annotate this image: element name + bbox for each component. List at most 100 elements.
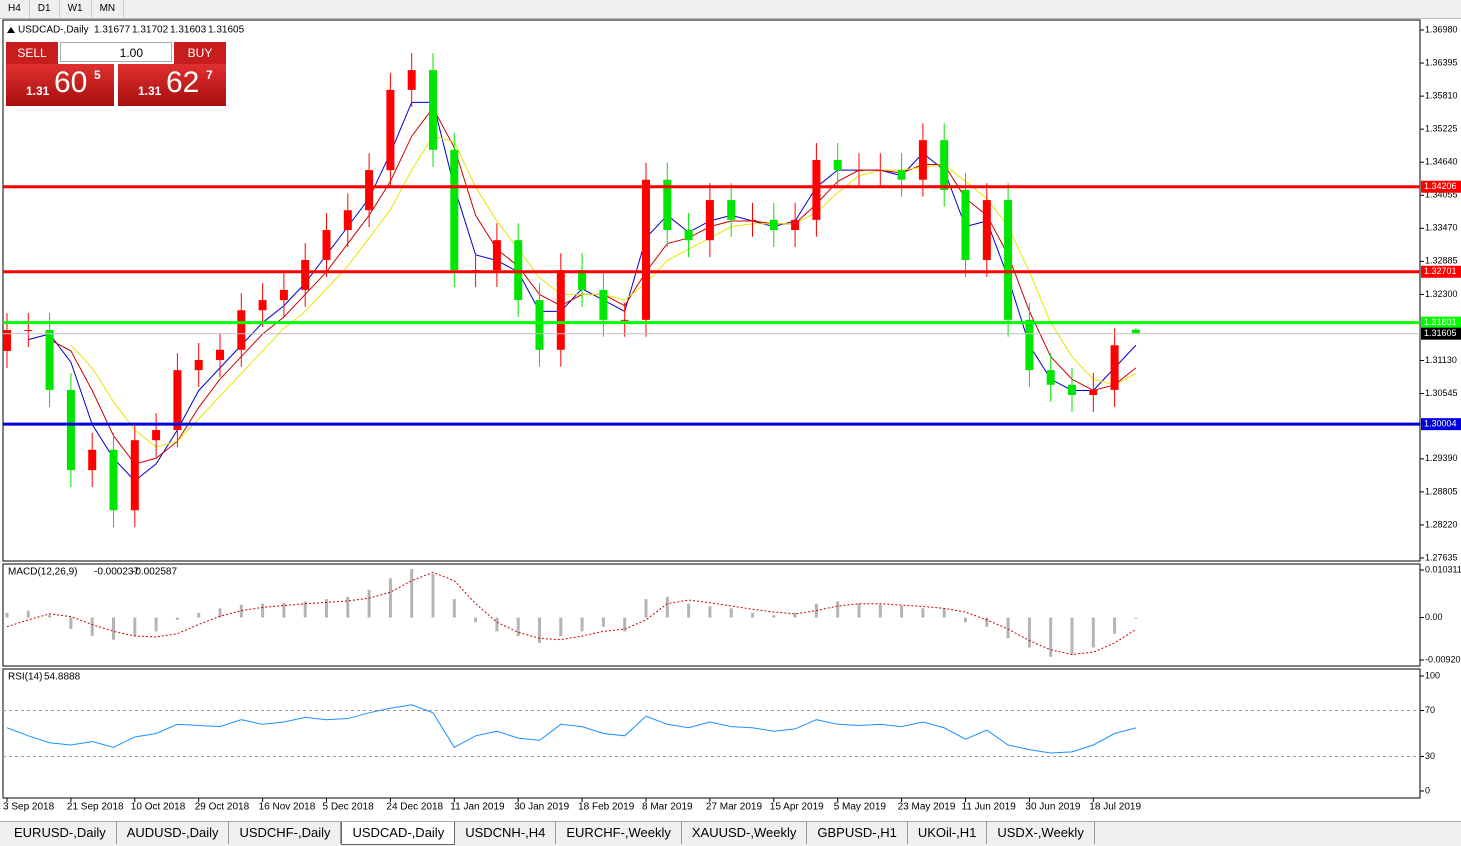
macd-bar [772,615,776,618]
candle-body [216,349,224,360]
macd-bar [495,617,499,632]
macd-bar [410,569,414,618]
macd-bar [687,603,691,618]
candle-body [194,359,203,371]
level-label: 1.34206 [1424,181,1457,191]
timeframe-button[interactable]: W1 [60,0,92,18]
macd-bar [325,599,328,618]
macd-bar [1113,617,1117,634]
candle-body [918,140,927,180]
chart-tab[interactable]: EURCHF-,Weekly [556,822,682,844]
macd-bar [197,612,201,618]
buy-price[interactable]: 1.31 62 7 [118,64,226,106]
title-arrow [7,27,15,33]
macd-bar [921,608,925,618]
y-tick-label: -0.009203 [1425,654,1461,664]
candle-body [535,300,544,350]
y-tick-label: 1.35225 [1425,124,1458,134]
chart-tab[interactable]: AUDUSD-,Daily [117,822,230,844]
candle-body [855,170,863,172]
lot-input[interactable]: 1.00 [60,42,172,62]
macd-bar [452,599,456,618]
level-label: 1.32701 [1424,266,1457,276]
timeframe-button[interactable]: MN [92,0,125,18]
candle-body [322,230,331,260]
y-tick-label: 0 [1425,785,1430,795]
macd-bar [1091,617,1095,648]
macd-bar [90,617,94,637]
macd-bar [942,608,946,618]
candle-body [748,219,757,221]
price-pips: 60 [54,66,88,99]
y-tick-label: 1.35810 [1425,90,1458,100]
macd-bar [708,606,712,618]
sell-button[interactable]: SELL [6,42,58,64]
candle-body [705,200,714,241]
macd-bar [346,596,350,618]
y-tick-label: 1.30545 [1425,388,1458,398]
timeframe-button[interactable]: H4 [0,0,30,18]
candle-body [152,430,161,441]
macd-bar [665,596,669,618]
x-tick-label: 3 Sep 2018 [3,802,55,813]
macd-bar [303,601,307,618]
macd-bar [388,578,392,618]
macd-bar [175,617,179,620]
chart-tab[interactable]: EURUSD-,Daily [4,822,117,844]
candle-body [812,159,821,220]
candle-body [301,259,310,290]
price-big: 1.31 [26,84,50,98]
chart-tab[interactable]: USDX-,Weekly [987,822,1095,844]
x-tick-label: 24 Dec 2018 [386,802,443,813]
ohlc-value: 1.31677 [94,25,131,36]
candle-body [45,330,54,390]
buy-button[interactable]: BUY [174,42,226,64]
macd-bar [729,608,733,618]
x-tick-label: 29 Oct 2018 [195,802,250,813]
y-tick-label: 1.32885 [1425,256,1458,266]
x-tick-label: 18 Feb 2019 [578,802,635,813]
chart-tab[interactable]: UKOil-,H1 [908,822,988,844]
macd-bar [793,612,797,618]
y-tick-label: 1.29390 [1425,453,1458,463]
y-tick-label: 30 [1425,751,1435,761]
candle-body [642,179,650,320]
x-tick-label: 5 Dec 2018 [323,802,375,813]
macd-bar [69,617,73,630]
candle-body [897,170,906,180]
candle-body [556,270,565,350]
macd-bar [5,612,9,618]
chart-tab[interactable]: GBPUSD-,H1 [807,822,908,844]
indicator-value: 54.8888 [44,672,81,683]
y-tick-label: 0.010311 [1425,564,1461,574]
y-tick-label: 70 [1425,705,1435,715]
macd-bar [644,599,648,618]
candle-body [343,210,352,231]
timeframe-button[interactable]: D1 [30,0,60,18]
chart-tab[interactable]: XAUUSD-,Weekly [682,822,808,844]
candle-body [833,159,842,171]
macd-bar [538,617,541,643]
candle-body [1131,329,1140,334]
ohlc-value: 1.31603 [170,25,207,36]
chart-tab[interactable]: USDCAD-,Daily [341,822,456,845]
chart-tab[interactable]: USDCNH-,H4 [455,822,557,844]
candle-body [66,389,75,471]
macd-bar [751,612,754,618]
candle-body [3,330,11,351]
x-tick-label: 23 May 2019 [898,802,956,813]
candle-body [620,319,629,321]
chart-tab[interactable]: USDCHF-,Daily [229,822,342,844]
macd-bar [1027,617,1031,648]
y-tick-label: 1.32300 [1425,289,1458,299]
sell-price[interactable]: 1.31 60 5 [6,64,114,106]
y-tick-label: 1.36980 [1425,24,1458,34]
level-label-bg [1421,418,1461,431]
x-tick-label: 18 Jul 2019 [1089,802,1141,813]
candle-body [684,230,693,241]
level-label: 1.31801 [1424,317,1457,327]
panel-frame [2,668,1421,799]
background [0,19,1461,821]
indicator-title: RSI(14) [8,672,42,683]
